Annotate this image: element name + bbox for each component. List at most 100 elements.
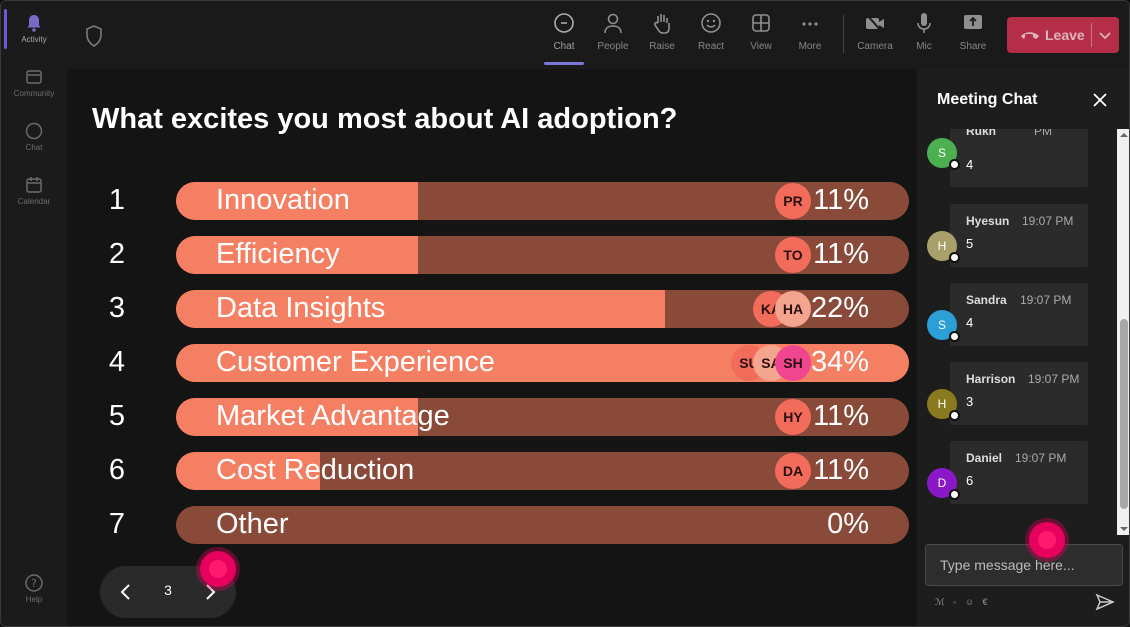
calendar-icon bbox=[26, 177, 42, 193]
message-timestamp: 19:07 PM bbox=[1015, 451, 1067, 465]
close-icon[interactable] bbox=[1091, 91, 1109, 109]
sender-name: Daniel bbox=[966, 451, 1003, 465]
message-text: 3 bbox=[966, 394, 974, 409]
rail-label: Activity bbox=[21, 35, 47, 44]
toolbar-label: Camera bbox=[857, 41, 893, 52]
rail-item-help[interactable]: ? Help bbox=[1, 573, 67, 604]
poll-results-panel: What excites you most about AI adoption?… bbox=[67, 69, 917, 626]
sender-name: Harrison bbox=[966, 372, 1016, 386]
avatar-initial: S bbox=[937, 318, 946, 332]
toolbar-label: People bbox=[597, 41, 629, 52]
rail-label: Community bbox=[13, 89, 55, 98]
poll-option-row: 4 Customer Experience SU SA SH 34% bbox=[67, 344, 917, 382]
leave-divider bbox=[1091, 23, 1092, 47]
rail-item-calendar[interactable]: Calendar bbox=[1, 175, 67, 206]
option-percentage: 22% bbox=[810, 292, 869, 324]
message-text: 4 bbox=[966, 315, 974, 330]
rail-item-community[interactable]: Community bbox=[1, 67, 67, 98]
smile-icon bbox=[701, 13, 721, 33]
presence-status-icon bbox=[949, 410, 960, 421]
option-number: 6 bbox=[108, 454, 126, 486]
result-bar-fill bbox=[176, 290, 665, 328]
scroll-up-icon[interactable] bbox=[1120, 131, 1128, 139]
chat-scrollbar[interactable] bbox=[1117, 129, 1129, 535]
meeting-toolbar: Chat People Raise React View More Camera bbox=[67, 1, 1129, 69]
avatar-initial: H bbox=[937, 239, 947, 253]
option-label: Innovation bbox=[216, 184, 350, 216]
message-timestamp: 19:07 PM bbox=[1034, 129, 1052, 138]
sender-avatar[interactable]: H bbox=[927, 389, 960, 421]
rail-item-chat[interactable]: Chat bbox=[1, 121, 67, 152]
microphone-icon bbox=[917, 13, 931, 33]
rail-item-activity[interactable]: Activity bbox=[1, 13, 67, 44]
sender-name: Sandra bbox=[966, 293, 1007, 307]
people-icon bbox=[604, 13, 622, 34]
raise-hand-button[interactable]: Raise bbox=[640, 11, 684, 52]
left-rail: Activity Community Chat Calendar ? Help bbox=[1, 1, 67, 626]
scroll-down-icon[interactable] bbox=[1120, 525, 1128, 533]
option-number: 4 bbox=[108, 346, 126, 378]
option-number: 7 bbox=[108, 508, 126, 540]
chat-message-input[interactable] bbox=[925, 544, 1123, 586]
mic-button[interactable]: Mic bbox=[902, 11, 946, 52]
share-button[interactable]: Share bbox=[951, 11, 995, 52]
result-bar-track: Innovation PR 11% bbox=[176, 182, 909, 220]
chevron-left-icon[interactable] bbox=[114, 580, 138, 604]
result-bar-track: Cost Reduction DA 11% bbox=[176, 452, 909, 490]
option-number: 3 bbox=[108, 292, 126, 324]
poll-option-row: 2 Efficiency TO 11% bbox=[67, 236, 917, 274]
sender-avatar[interactable]: H bbox=[927, 231, 960, 263]
option-label: Cost Reduction bbox=[216, 454, 415, 486]
phone-hangup-icon bbox=[1021, 32, 1039, 39]
chat-button[interactable]: Chat bbox=[542, 11, 586, 52]
presence-status-icon bbox=[949, 252, 960, 263]
option-percentage: 0% bbox=[827, 508, 869, 540]
sender-avatar[interactable]: S bbox=[927, 138, 960, 170]
rail-label: Calendar bbox=[17, 197, 51, 206]
result-bar-track: Efficiency TO 11% bbox=[176, 236, 909, 274]
chat-message: Harrison 19:07 PM 3 bbox=[950, 362, 1088, 425]
leave-button[interactable]: Leave bbox=[1007, 17, 1119, 53]
formatting-icons[interactable]: ℳ ◦ ☺ € bbox=[935, 597, 991, 607]
toolbar-label: Chat bbox=[553, 41, 575, 52]
sender-avatar[interactable]: D bbox=[927, 468, 960, 500]
send-icon[interactable] bbox=[1095, 593, 1115, 611]
result-bar-track: Market Advantage HY 11% bbox=[176, 398, 909, 436]
meeting-chat-panel: Meeting Chat Shah Rukh 19:07 PM 4 S Hyesun 19… bbox=[917, 69, 1129, 626]
option-percentage: 11% bbox=[813, 454, 869, 486]
toolbar-divider bbox=[843, 15, 844, 53]
result-bar-fill bbox=[176, 398, 418, 436]
rail-label: Help bbox=[25, 595, 43, 604]
result-bar-track: Data Insights KA HA 22% bbox=[176, 290, 909, 328]
active-tab-indicator bbox=[544, 62, 584, 65]
poll-option-row: 1 Innovation PR 11% bbox=[67, 182, 917, 220]
toolbar-label: More bbox=[798, 41, 822, 52]
voter-avatar: HA bbox=[775, 291, 811, 327]
svg-text:?: ? bbox=[31, 577, 37, 590]
sender-avatar[interactable]: S bbox=[927, 310, 960, 342]
message-text: 4 bbox=[966, 157, 974, 172]
chevron-down-icon[interactable] bbox=[1097, 27, 1113, 43]
result-bar-fill bbox=[176, 182, 418, 220]
bell-icon bbox=[27, 15, 41, 32]
chevron-right-icon[interactable] bbox=[198, 580, 222, 604]
more-dots-icon bbox=[802, 22, 818, 26]
poll-option-row: 3 Data Insights KA HA 22% bbox=[67, 290, 917, 328]
toolbar-label: Mic bbox=[916, 41, 932, 52]
rail-active-indicator bbox=[4, 9, 7, 49]
view-button[interactable]: View bbox=[739, 11, 783, 52]
toolbar-label: Share bbox=[959, 41, 987, 52]
people-button[interactable]: People bbox=[591, 11, 635, 52]
poll-option-row: 7 Other 0% bbox=[67, 506, 917, 544]
option-label: Data Insights bbox=[216, 292, 386, 324]
camera-button[interactable]: Camera bbox=[853, 11, 897, 52]
chat-icon bbox=[554, 13, 574, 33]
option-label: Customer Experience bbox=[216, 346, 495, 378]
react-button[interactable]: React bbox=[689, 11, 733, 52]
more-button[interactable]: More bbox=[788, 11, 832, 52]
scrollbar-thumb[interactable] bbox=[1120, 319, 1128, 509]
pointer-indicator bbox=[1029, 522, 1065, 558]
chat-message: Hyesun 19:07 PM 5 bbox=[950, 204, 1088, 267]
presence-status-icon bbox=[949, 489, 960, 500]
